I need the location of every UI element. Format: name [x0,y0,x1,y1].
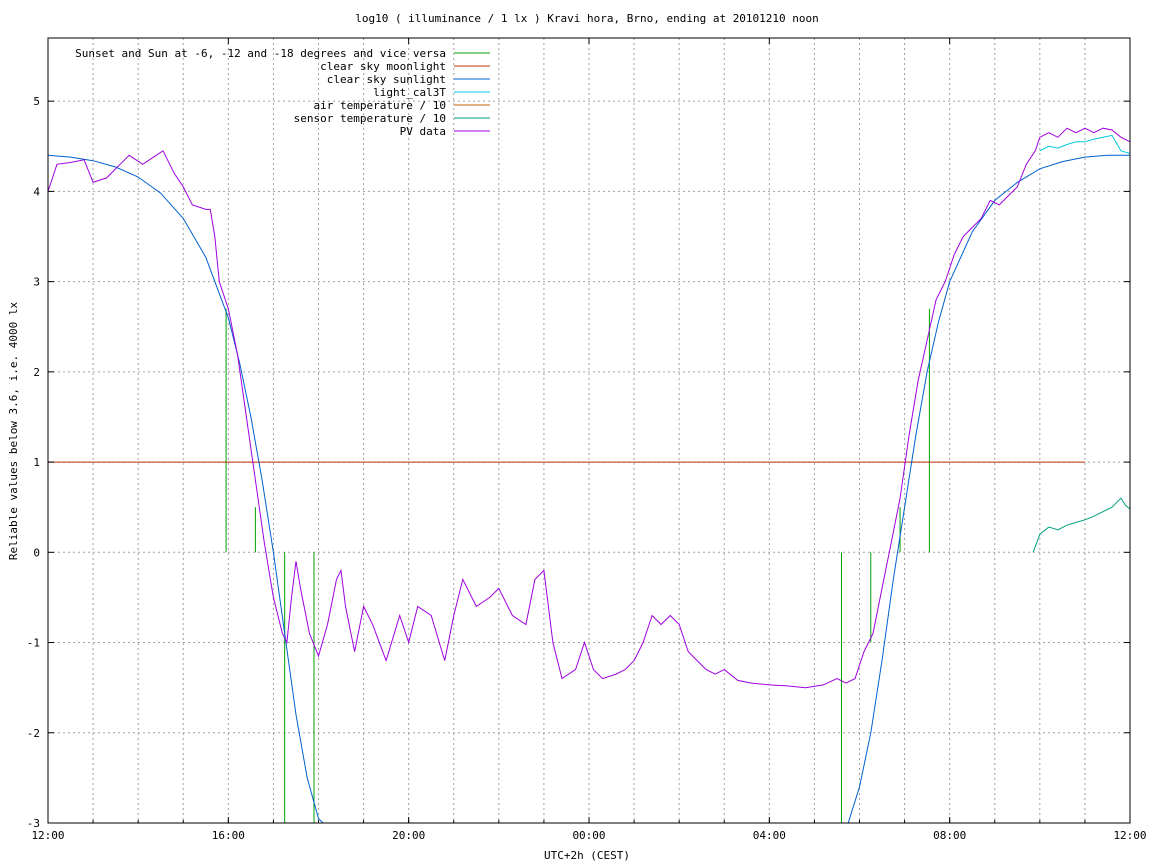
legend-entry-label: light_cal3T [373,86,446,99]
y-tick-label: 2 [33,366,40,379]
y-tick-label: -3 [27,817,40,830]
y-axis-label: Reliable values below 3.6, i.e. 4000 lx [7,301,20,560]
legend-entry-label: PV data [400,125,446,138]
legend-entry-label: sensor temperature / 10 [294,112,446,125]
x-tick-label: 08:00 [933,829,966,842]
y-tick-label: -2 [27,727,40,740]
x-tick-label: 04:00 [753,829,786,842]
legend-entry-label: clear sky moonlight [320,60,446,73]
legend: Sunset and Sun at -6, -12 and -18 degree… [75,47,490,138]
x-tick-label: 12:00 [31,829,64,842]
y-tick-label: 0 [33,546,40,559]
x-axis-label: UTC+2h (CEST) [544,849,630,862]
plot-frame [47,37,1131,824]
y-tick-label: 5 [33,95,40,108]
y-tick-label: 1 [33,456,40,469]
x-tick-label: 12:00 [1113,829,1146,842]
series-2-line [47,154,324,824]
legend-entry-label: clear sky sunlight [327,73,446,86]
y-tick-label: 3 [33,276,40,289]
series-3-line [1039,134,1131,154]
x-tick-label: 00:00 [572,829,605,842]
grid [48,38,1130,824]
x-tick-label: 16:00 [212,829,245,842]
y-tick-label: 4 [33,185,40,198]
series-6-line [47,127,1131,689]
chart-title: log10 ( illuminance / 1 lx ) Kravi hora,… [355,12,819,25]
series-5-line [1032,497,1131,553]
series-2-line [847,154,1130,824]
x-tick-label: 20:00 [392,829,425,842]
y-axis-ticks: -3 -2 -1 0 1 2 3 4 5 [27,95,1130,830]
series-layer [47,127,1131,824]
y-tick-label: -1 [27,637,40,650]
legend-entry-label: Sunset and Sun at -6, -12 and -18 degree… [75,47,446,60]
legend-entry-label: air temperature / 10 [314,99,446,112]
x-axis-ticks: 12:00 16:00 20:00 00:00 04:00 08:00 12:00 [31,38,1147,842]
